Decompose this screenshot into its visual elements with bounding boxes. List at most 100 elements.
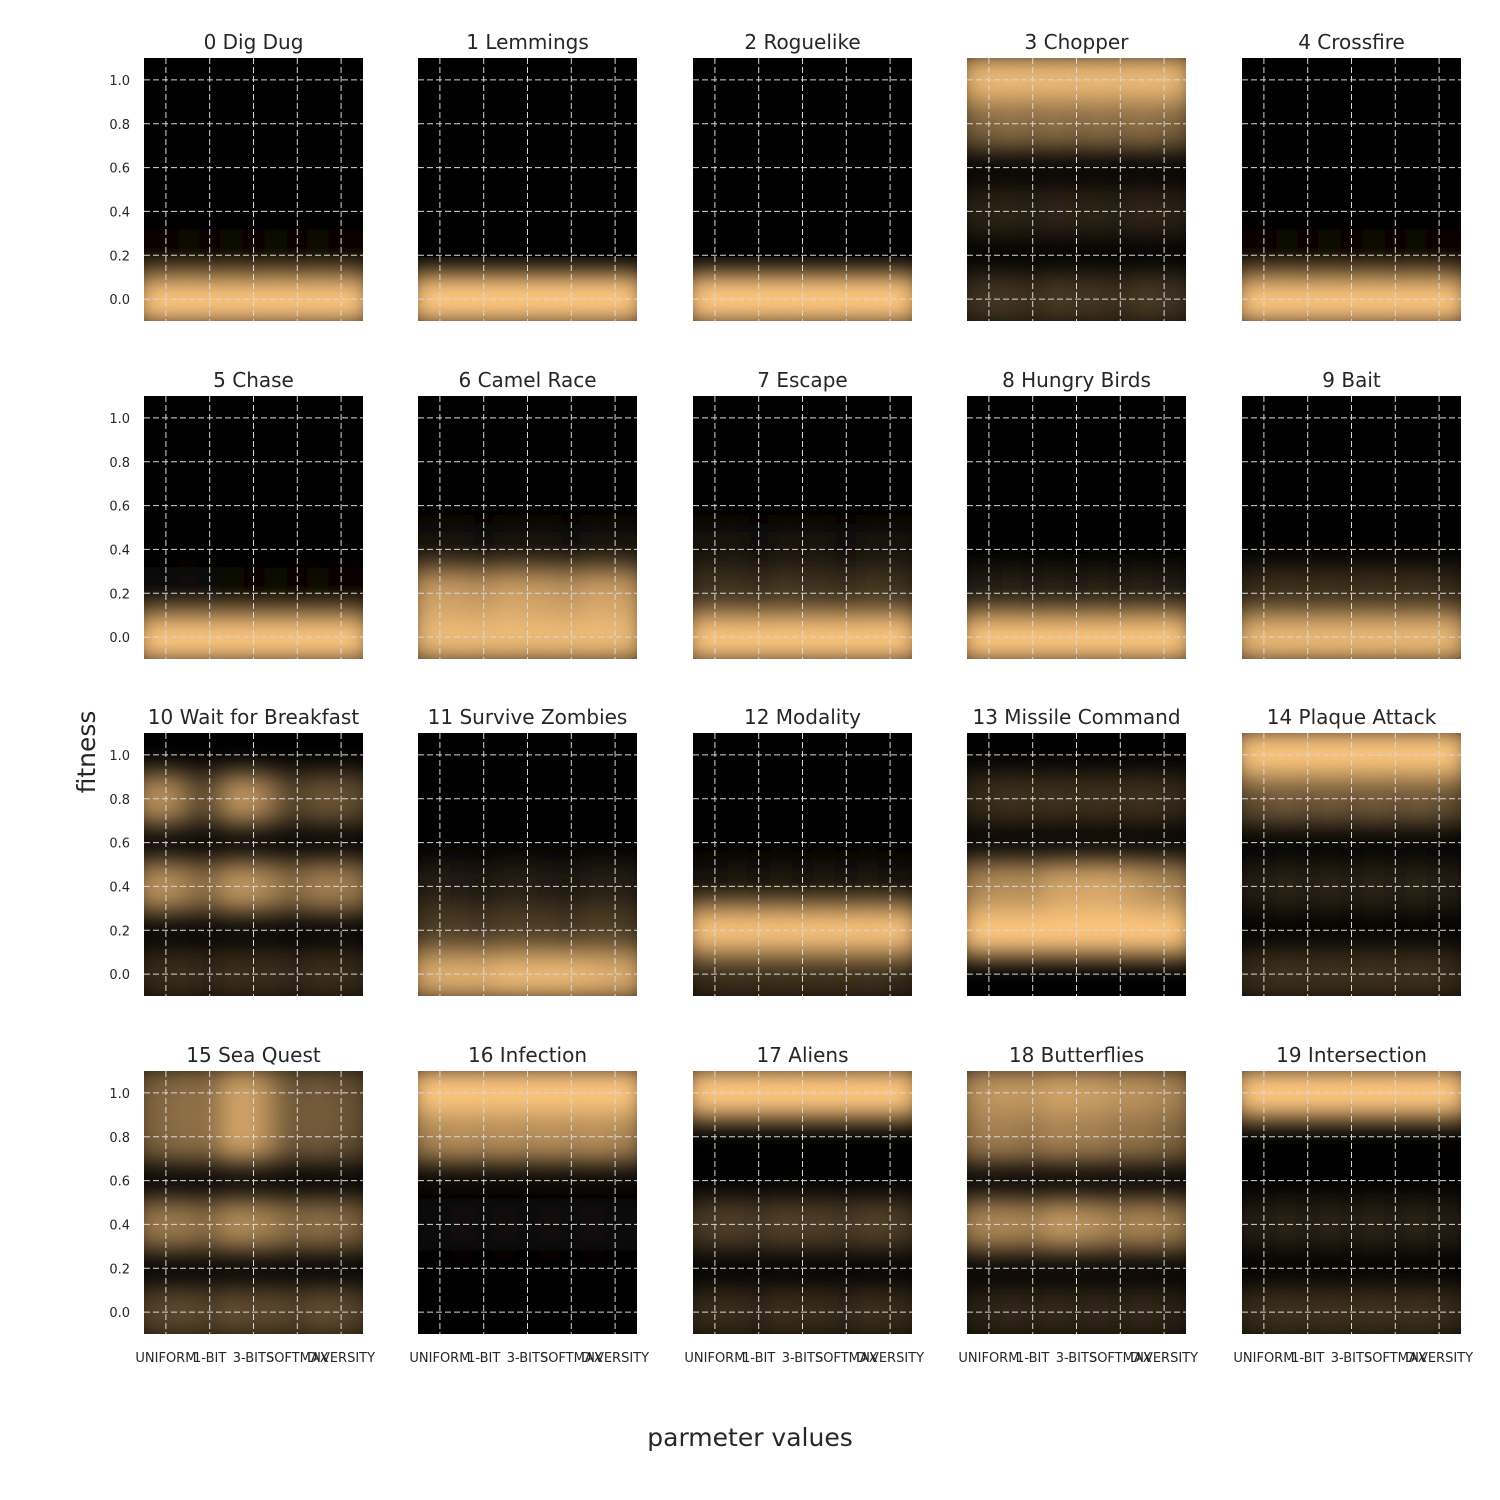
x-tick-label: UNIFORM [135, 1351, 196, 1366]
y-tick-label: 1.0 [109, 749, 130, 764]
heatmap-panel: 9 Bait [1242, 368, 1461, 659]
y-tick-label: 0.0 [109, 1306, 130, 1321]
y-tick-label: 0.4 [109, 205, 130, 220]
x-tick-label: SOFTMAX [266, 1351, 329, 1366]
x-tick-label: SOFTMAX [540, 1351, 603, 1366]
heatmap-panel: 11 Survive Zombies [418, 705, 637, 996]
heatmap-panel: 10 Wait for Breakfast 0.0 0.2 0.4 0.6 0.8 1.0 [109, 705, 363, 996]
panel-title: 18 Butterflies [1009, 1043, 1144, 1067]
heatmap-panel: 4 Crossfire [1242, 30, 1461, 321]
x-tick-label: SOFTMAX [1364, 1351, 1427, 1366]
y-tick-label: 0.4 [109, 543, 130, 558]
panel-title: 2 Roguelike [744, 30, 860, 54]
x-tick-label: UNIFORM [1233, 1351, 1294, 1366]
y-tick-label: 0.6 [109, 1175, 130, 1190]
y-tick-label: 0.6 [109, 837, 130, 852]
heatmap-panel: 5 Chase 0.0 0.2 0.4 0.6 0.8 1.0 [109, 368, 363, 659]
y-tick-label: 0.4 [109, 880, 130, 895]
x-tick-label: DIVERSITY [307, 1351, 375, 1366]
panel-title: 11 Survive Zombies [428, 705, 628, 729]
panel-title: 10 Wait for Breakfast [148, 705, 360, 729]
x-tick-label: 3-BITS [233, 1351, 274, 1366]
x-tick-label: UNIFORM [409, 1351, 470, 1366]
x-tick-label: 3-BITS [782, 1351, 823, 1366]
y-tick-label: 0.8 [109, 456, 130, 471]
density-cell [1131, 273, 1186, 321]
panel-title: 4 Crossfire [1298, 30, 1405, 54]
x-tick-label: SOFTMAX [1089, 1351, 1152, 1366]
panels-group: 0 Dig Dug 0.0 0.2 0.4 0.6 0.8 1.0 1 Lemmings 2 R… [109, 30, 1473, 1366]
panel-title: 9 Bait [1322, 368, 1381, 392]
density-cell [857, 273, 912, 321]
x-tick-label: DIVERSITY [1405, 1351, 1473, 1366]
heatmap-panel: 0 Dig Dug 0.0 0.2 0.4 0.6 0.8 1.0 [109, 30, 363, 321]
heatmap-panel: 13 Missile Command [967, 705, 1186, 996]
x-tick-label: SOFTMAX [815, 1351, 878, 1366]
panel-title: 15 Sea Quest [186, 1043, 321, 1067]
y-tick-label: 1.0 [109, 1087, 130, 1102]
x-tick-label: 1-BIT [467, 1351, 500, 1366]
density-cell [857, 948, 912, 996]
density-cell [857, 1071, 912, 1119]
panel-title: 3 Chopper [1025, 30, 1130, 54]
density-cell [582, 273, 637, 321]
y-tick-label: 0.8 [109, 793, 130, 808]
density-cell [1406, 1286, 1461, 1334]
y-tick-label: 0.2 [109, 1262, 130, 1277]
panel-title: 14 Plaque Attack [1267, 705, 1437, 729]
panel-title: 1 Lemmings [466, 30, 589, 54]
x-tick-label: DIVERSITY [581, 1351, 649, 1366]
y-tick-label: 0.6 [109, 500, 130, 515]
y-tick-label: 0.2 [109, 924, 130, 939]
heatmap-panel: 8 Hungry Birds [967, 368, 1186, 659]
density-cell [857, 1286, 912, 1334]
density-cell [1406, 948, 1461, 996]
x-tick-label: UNIFORM [684, 1351, 745, 1366]
panel-title: 13 Missile Command [972, 705, 1180, 729]
x-tick-label: DIVERSITY [856, 1351, 924, 1366]
x-tick-label: 1-BIT [742, 1351, 775, 1366]
y-tick-label: 0.0 [109, 293, 130, 308]
y-tick-label: 1.0 [109, 74, 130, 89]
panel-title: 0 Dig Dug [204, 30, 304, 54]
x-tick-label: 1-BIT [193, 1351, 226, 1366]
y-tick-label: 0.4 [109, 1218, 130, 1233]
x-tick-label: 3-BITS [1331, 1351, 1372, 1366]
x-tick-label: 3-BITS [1056, 1351, 1097, 1366]
panel-title: 19 Intersection [1276, 1043, 1427, 1067]
panel-title: 12 Modality [744, 705, 861, 729]
y-tick-label: 0.0 [109, 631, 130, 646]
density-cell [308, 948, 363, 996]
heatmap-panel: 12 Modality [693, 705, 912, 996]
density-cell [308, 1286, 363, 1334]
panel-title: 7 Escape [757, 368, 847, 392]
density-cell [1406, 1071, 1461, 1119]
y-tick-label: 0.8 [109, 1131, 130, 1146]
heatmap-panel: 6 Camel Race [418, 368, 637, 659]
heatmap-panel: 2 Roguelike [693, 30, 912, 321]
y-tick-label: 1.0 [109, 412, 130, 427]
y-tick-label: 0.0 [109, 968, 130, 983]
heatmap-panel: 7 Escape [693, 368, 912, 659]
x-tick-label: 3-BITS [507, 1351, 548, 1366]
heatmap-panel: 3 Chopper [967, 30, 1186, 321]
panel-title: 8 Hungry Birds [1002, 368, 1151, 392]
x-tick-label: 1-BIT [1291, 1351, 1324, 1366]
panel-title: 5 Chase [213, 368, 294, 392]
y-tick-label: 0.6 [109, 162, 130, 177]
heatmap-panel: 15 Sea Quest 0.0 0.2 0.4 0.6 0.8 1.0 UNIFORM1-B… [109, 1043, 375, 1366]
heatmap-panel: 14 Plaque Attack [1242, 705, 1461, 996]
heatmap-panel: 1 Lemmings [418, 30, 637, 321]
x-tick-label: 1-BIT [1016, 1351, 1049, 1366]
x-axis-label: parmeter values [647, 1423, 852, 1452]
x-tick-label: DIVERSITY [1130, 1351, 1198, 1366]
y-tick-label: 0.2 [109, 249, 130, 264]
y-tick-label: 0.2 [109, 587, 130, 602]
y-tick-label: 0.8 [109, 118, 130, 133]
panel-title: 17 Aliens [756, 1043, 848, 1067]
